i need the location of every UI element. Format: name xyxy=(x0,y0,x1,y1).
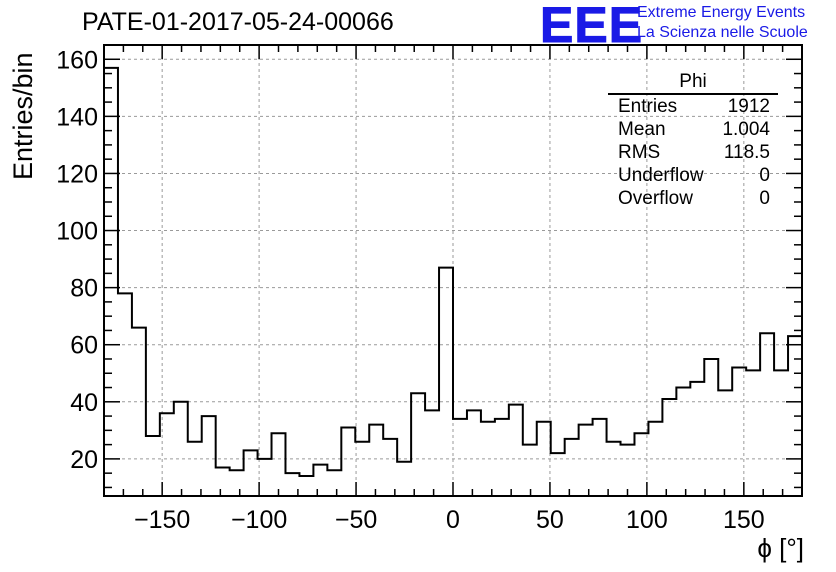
stats-value: 118.5 xyxy=(723,142,770,163)
x-tick-label: −150 xyxy=(134,506,190,534)
stats-row-rms: RMS 118.5 xyxy=(608,141,778,164)
x-tick-label: 50 xyxy=(536,506,564,534)
stats-label: RMS xyxy=(618,142,661,163)
y-axis-label: Entries/bin xyxy=(8,52,38,180)
x-axis-label: ϕ [°] xyxy=(757,533,804,563)
stats-row-overflow: Overflow 0 xyxy=(608,187,778,210)
stats-row-entries: Entries 1912 xyxy=(608,95,778,118)
chart-title: PATE-01-2017-05-24-00066 xyxy=(82,8,394,36)
x-tick-label: 0 xyxy=(446,506,460,534)
logo-line-2: La Scienza nelle Scuole xyxy=(637,24,808,41)
y-tick-label: 80 xyxy=(70,275,98,303)
stats-value: 1912 xyxy=(727,96,770,117)
y-tick-label: 160 xyxy=(56,46,98,74)
stats-label: Underflow xyxy=(618,165,704,186)
y-tick-label: 120 xyxy=(56,160,98,188)
x-tick-label: −50 xyxy=(335,506,377,534)
stats-label: Overflow xyxy=(618,188,693,209)
stats-row-underflow: Underflow 0 xyxy=(608,164,778,187)
stats-value: 0 xyxy=(759,165,770,186)
stats-value: 1.004 xyxy=(722,119,770,140)
eee-logo: EEE xyxy=(539,0,644,54)
x-tick-label: −100 xyxy=(231,506,287,534)
x-tick-label: 150 xyxy=(723,506,765,534)
y-tick-label: 20 xyxy=(70,446,98,474)
y-tick-label: 40 xyxy=(70,389,98,417)
y-tick-label: 60 xyxy=(70,332,98,360)
x-tick-label: 100 xyxy=(626,506,668,534)
stats-box: Phi Entries 1912 Mean 1.004 RMS 118.5 Un… xyxy=(608,70,778,210)
stats-label: Mean xyxy=(618,119,666,140)
stats-title: Phi xyxy=(608,70,778,95)
logo-line-1: Extreme Energy Events xyxy=(637,4,806,21)
y-tick-label: 100 xyxy=(56,218,98,246)
stats-value: 0 xyxy=(759,188,770,209)
histogram-step-line xyxy=(103,66,803,496)
stats-label: Entries xyxy=(618,96,678,117)
y-tick-label: 140 xyxy=(56,103,98,131)
stats-row-mean: Mean 1.004 xyxy=(608,118,778,141)
